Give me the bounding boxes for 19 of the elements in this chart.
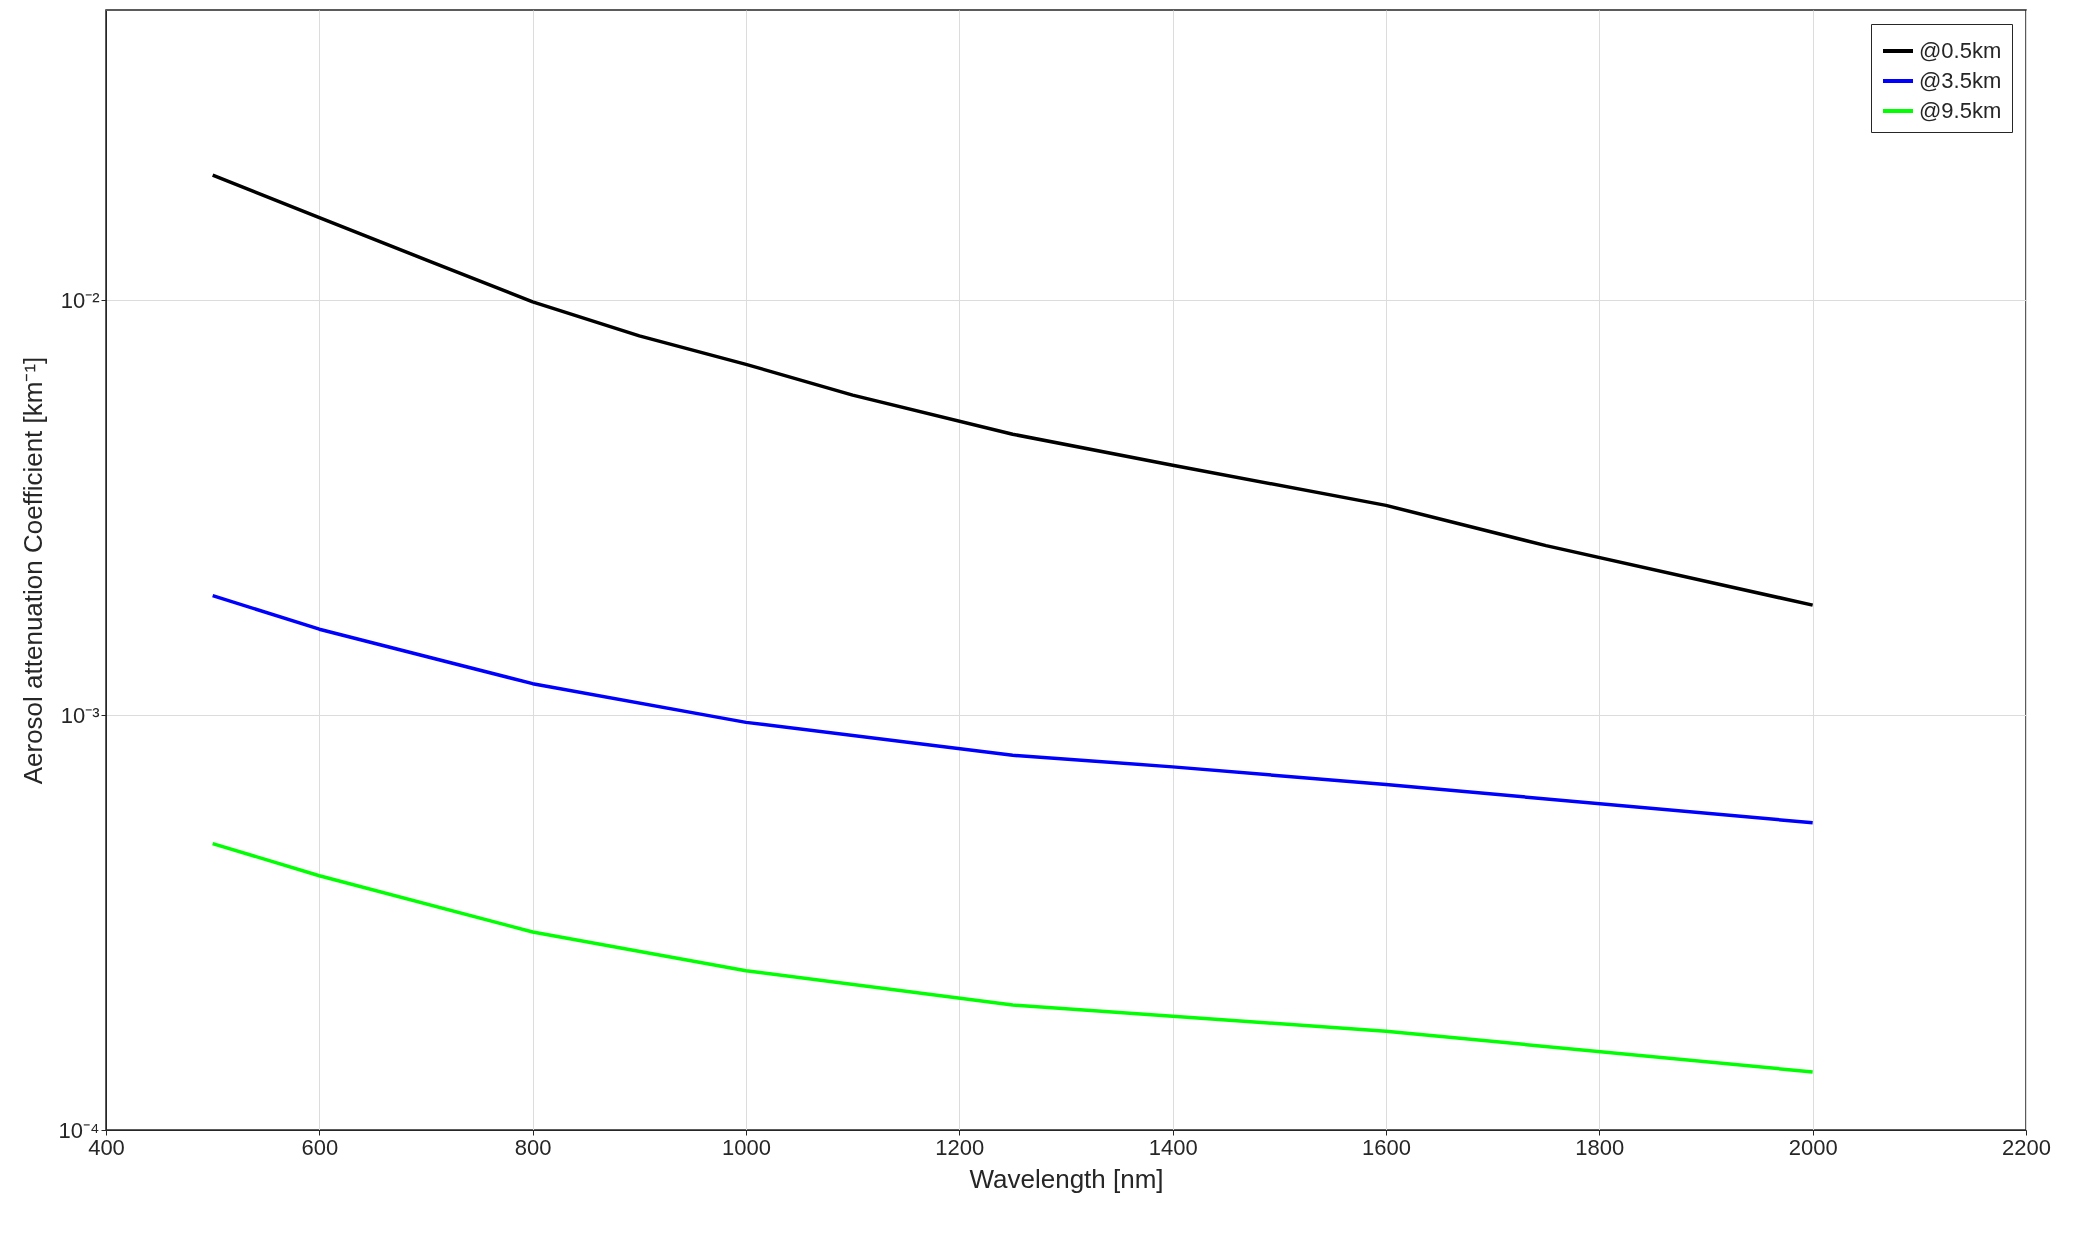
y-tick-label: 10⁻²	[60, 287, 100, 313]
x-tick-label: 1800	[1575, 1134, 1625, 1160]
x-tick-label: 1200	[935, 1134, 985, 1160]
line-series	[210, 841, 1815, 1074]
legend-label: @9.5km	[1919, 98, 2002, 123]
legend-label: @0.5km	[1919, 38, 2002, 63]
y-tick-label: 10⁻³	[60, 702, 100, 728]
x-tick-label: 600	[301, 1134, 339, 1160]
x-tick-label: 2200	[2002, 1134, 2051, 1160]
x-tick-label: 1400	[1148, 1134, 1198, 1160]
line-series	[210, 593, 1815, 825]
x-tick-label: 1000	[722, 1134, 771, 1160]
legend-label: @3.5km	[1919, 68, 2002, 93]
y-axis-title: Aerosol attenuation Coefficient [km⁻¹]	[17, 356, 48, 785]
x-tick-label: 2000	[1788, 1134, 1838, 1160]
x-tick-label: 1600	[1362, 1134, 1411, 1160]
line-series	[210, 173, 1815, 607]
x-axis-title: Wavelength [nm]	[969, 1163, 1164, 1194]
x-tick-label: 800	[514, 1134, 552, 1160]
